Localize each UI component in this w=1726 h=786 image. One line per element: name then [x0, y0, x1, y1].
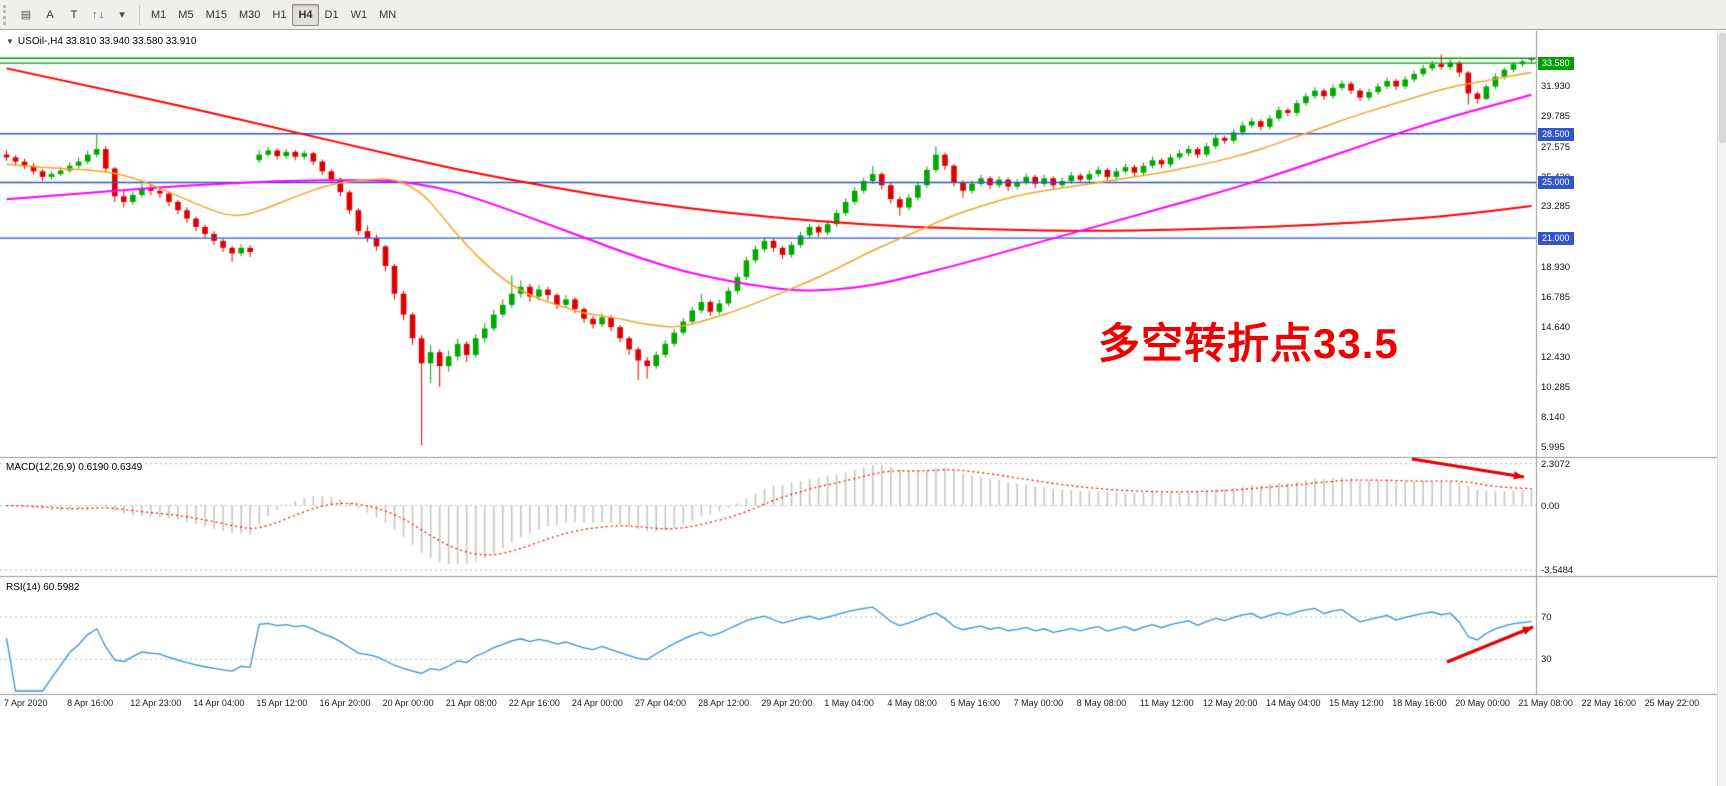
symbol-ohlc-label: USOil-,H4 33.810 33.940 33.580 33.910: [17, 36, 197, 47]
price-tick: 16.785: [1541, 291, 1571, 303]
rsi-tick: 30: [1541, 654, 1552, 666]
price-line-badge: 21.000: [1538, 232, 1574, 246]
tool-dropdown-caret[interactable]: ▾: [119, 9, 125, 21]
price-tick: 12.430: [1541, 352, 1571, 364]
time-tick: 12 Apr 23:00: [130, 698, 182, 708]
timeframe-m30[interactable]: M30: [238, 8, 261, 21]
timeframe-m15[interactable]: M15: [205, 8, 227, 21]
price-tick: 27.575: [1541, 141, 1571, 153]
timeframe-mn[interactable]: MN: [379, 8, 397, 21]
scrollbar-thumb[interactable]: [1718, 33, 1726, 143]
timeframe-h1[interactable]: H1: [272, 8, 287, 21]
price-line-badge: 28.500: [1538, 127, 1574, 141]
price-tick: 10.285: [1541, 382, 1571, 394]
price-chart-canvas[interactable]: [0, 31, 1726, 786]
time-tick: 15 May 12:00: [1329, 698, 1384, 708]
vertical-scrollbar[interactable]: [1717, 31, 1726, 786]
price-tick: 18.930: [1541, 261, 1571, 273]
time-tick: 22 May 16:00: [1581, 698, 1637, 708]
time-tick: 8 Apr 16:00: [67, 698, 114, 708]
timeframe-d1[interactable]: D1: [324, 8, 339, 21]
time-tick: 12 May 20:00: [1202, 698, 1258, 708]
time-tick: 25 May 22:00: [1644, 698, 1700, 708]
timeframe-m5[interactable]: M5: [178, 8, 194, 21]
rsi-indicator-label: RSI(14) 60.5982: [6, 582, 79, 593]
time-tick: 15 Apr 12:00: [256, 698, 308, 708]
toolbar-separator: [139, 4, 140, 25]
chart-title: ▼ USOil-,H4 33.810 33.940 33.580 33.910: [6, 36, 196, 47]
time-tick: 29 Apr 20:00: [761, 698, 813, 708]
annotation-text: 多空转折点33.5: [1098, 320, 1399, 367]
macd-label-text: MACD(12,26,9) 0.6190 0.6349: [6, 462, 143, 473]
time-tick: 4 May 08:00: [887, 698, 937, 708]
toolbar-drag-handle[interactable]: [3, 4, 10, 25]
order-arrows-icon[interactable]: ↑ ↓: [92, 8, 104, 21]
time-tick: 28 Apr 12:00: [698, 698, 750, 708]
rsi-label-text: RSI(14) 60.5982: [6, 582, 80, 593]
timeframe-m1[interactable]: M1: [151, 8, 167, 21]
timeframe-h4[interactable]: H4: [292, 3, 319, 26]
time-tick: 7 Apr 2020: [4, 698, 48, 708]
price-line-badge: 33.580: [1538, 57, 1574, 71]
price-tick: 29.785: [1541, 110, 1571, 122]
macd-tick: 2.3072: [1541, 458, 1571, 470]
price-tick: 14.640: [1541, 321, 1571, 333]
time-tick: 14 Apr 04:00: [193, 698, 245, 708]
toolbar: ▤ A T ↑ ↓ ▾ M1 M5 M15 M30 H1 H4 D1 W1 MN: [0, 0, 1726, 30]
time-tick: 20 Apr 00:00: [382, 698, 434, 708]
annotation-a-tool[interactable]: A: [46, 8, 54, 21]
time-tick: 8 May 08:00: [1076, 698, 1127, 708]
collapse-triangle-icon[interactable]: ▼: [6, 37, 14, 46]
time-tick: 21 May 08:00: [1518, 698, 1573, 708]
time-tick: 24 Apr 00:00: [571, 698, 623, 708]
price-tick: 5.995: [1541, 441, 1565, 453]
time-tick: 7 May 00:00: [1013, 698, 1064, 708]
macd-indicator-label: MACD(12,26,9) 0.6190 0.6349: [6, 462, 142, 473]
time-tick: 21 Apr 08:00: [445, 698, 497, 708]
chart-window-icon[interactable]: ▤: [20, 9, 32, 21]
time-tick: 1 May 04:00: [824, 698, 874, 708]
rsi-tick: 70: [1541, 612, 1552, 623]
price-tick: 31.930: [1541, 81, 1571, 93]
price-line-badge: 25.000: [1538, 176, 1574, 190]
macd-tick: 0.00: [1541, 500, 1560, 512]
time-tick: 18 May 16:00: [1392, 698, 1447, 708]
macd-tick: -3.5484: [1541, 565, 1574, 577]
time-tick: 11 May 12:00: [1139, 698, 1194, 708]
text-tool[interactable]: T: [70, 8, 78, 21]
time-tick: 16 Apr 20:00: [319, 698, 371, 708]
time-tick: 22 Apr 16:00: [508, 698, 560, 708]
time-tick: 20 May 00:00: [1455, 698, 1510, 708]
time-tick: 27 Apr 04:00: [635, 698, 687, 708]
time-tick: 14 May 04:00: [1266, 698, 1321, 708]
timeframe-w1[interactable]: W1: [350, 8, 368, 21]
time-tick: 5 May 16:00: [950, 698, 1001, 708]
price-tick: 8.140: [1541, 411, 1565, 423]
price-tick: 23.285: [1541, 201, 1571, 213]
